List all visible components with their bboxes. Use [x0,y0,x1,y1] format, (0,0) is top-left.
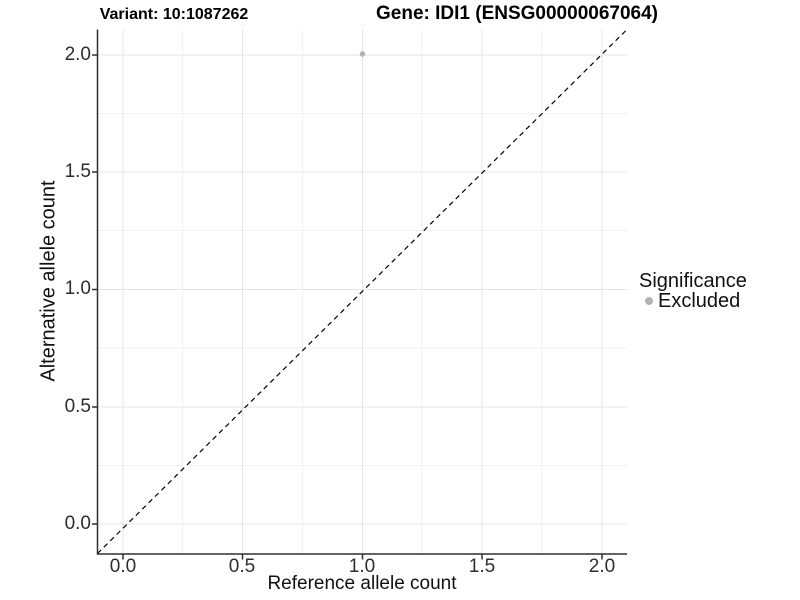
x-tick-label-0.5: 0.5 [228,556,256,577]
y-tick-label-0.5: 0.5 [64,396,91,417]
identity-reference-line [97,29,628,554]
x-tick-label-0.0: 0.0 [109,556,137,577]
x-axis-title: Reference allele count [267,573,457,594]
x-tick-label-1.5: 1.5 [468,556,496,577]
axis-tick-marks [92,54,603,560]
plot-title-variant: Variant: 10:1087262 [99,6,249,23]
legend-title: Significance [639,270,747,292]
legend-item-excluded: Excluded [658,290,741,312]
y-tick-label-1.5: 1.5 [64,161,91,182]
data-point-excluded [359,51,366,57]
x-tick-label-2.0: 2.0 [588,556,616,577]
axis-lines [96,29,627,555]
y-tick-label-1.0: 1.0 [64,278,91,299]
y-tick-label-0.0: 0.0 [64,513,91,534]
plot-title-gene: Gene: IDI1 (ENSG00000067064) [376,3,658,24]
x-tick-label-1.0: 1.0 [348,556,376,577]
y-tick-label-2.0: 2.0 [64,44,91,65]
y-axis-title: Alternative allele count [37,180,60,382]
legend-point-icon [645,297,653,305]
